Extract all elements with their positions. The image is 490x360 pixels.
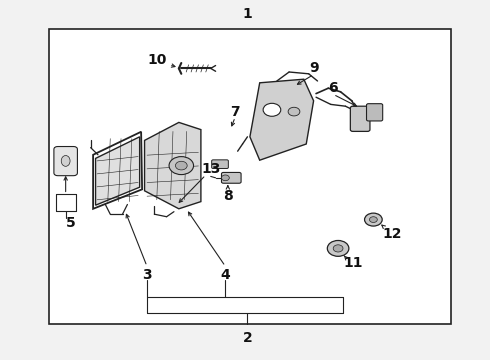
Circle shape xyxy=(365,213,382,226)
Circle shape xyxy=(327,240,349,256)
Text: 5: 5 xyxy=(66,216,76,230)
Circle shape xyxy=(333,245,343,252)
Polygon shape xyxy=(250,79,314,160)
Circle shape xyxy=(175,161,187,170)
Circle shape xyxy=(221,175,229,181)
Text: 2: 2 xyxy=(243,332,252,345)
Circle shape xyxy=(263,103,281,116)
Text: 12: 12 xyxy=(382,227,402,241)
Polygon shape xyxy=(145,122,201,209)
Text: 11: 11 xyxy=(343,256,363,270)
Circle shape xyxy=(169,157,194,175)
Text: 8: 8 xyxy=(223,189,233,203)
Bar xyxy=(49,29,451,324)
Text: 9: 9 xyxy=(309,62,318,75)
FancyBboxPatch shape xyxy=(212,160,228,168)
FancyBboxPatch shape xyxy=(367,104,383,121)
Text: 4: 4 xyxy=(220,269,230,282)
Ellipse shape xyxy=(61,156,70,166)
Polygon shape xyxy=(96,137,140,205)
Text: 13: 13 xyxy=(201,162,220,176)
FancyBboxPatch shape xyxy=(350,106,370,131)
Text: 1: 1 xyxy=(243,8,252,21)
Circle shape xyxy=(288,107,300,116)
FancyBboxPatch shape xyxy=(221,172,241,183)
Text: 6: 6 xyxy=(328,81,338,95)
Text: 10: 10 xyxy=(147,54,167,67)
Circle shape xyxy=(369,217,377,222)
Text: 3: 3 xyxy=(142,269,152,282)
FancyBboxPatch shape xyxy=(54,147,77,176)
Text: 7: 7 xyxy=(230,105,240,118)
